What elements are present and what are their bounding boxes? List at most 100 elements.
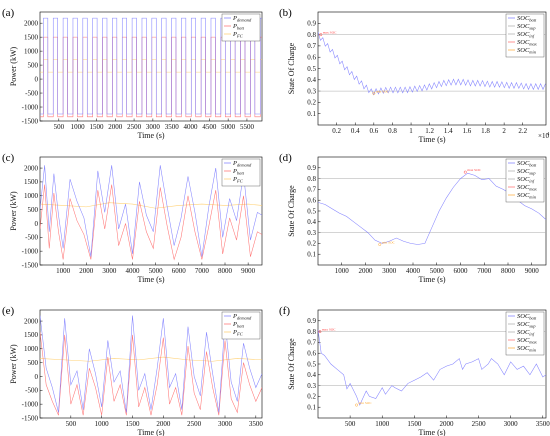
x-tick-label: 2000 [156,420,171,428]
legend-entry: SOCmin [517,345,537,353]
marker-label: min SOC [359,401,373,405]
x-tick-label: 9000 [241,267,256,275]
marker-label: max SOC [323,31,337,35]
legend-entry-base: SOC [517,160,530,167]
y-tick-label: 0.4 [307,76,316,84]
x-tick-label: 2000 [108,123,123,131]
legend-entry-base: P [232,176,237,183]
legend-entry-base: SOC [517,345,530,352]
y-axis-label: Power (kW) [9,47,18,87]
x-tick-label: 2 [502,127,506,135]
legend-entry: Pdemand [232,160,252,168]
legend-entry-sub: batt [529,163,537,168]
legend-entry-sub: batt [237,26,245,31]
x-tick-label: 1.2 [425,127,434,135]
legend-entry-sub: batt [237,324,245,329]
x-axis-label: Time (s) [137,275,164,284]
legend-entry-sub: sup [529,324,536,329]
panel-letter: (e) [2,305,15,317]
x-tick-label: 1000 [95,420,110,428]
legend-entry: SOCbatt [517,160,537,168]
y-tick-label: 0.3 [307,87,316,95]
x-tick-label: 4000 [406,267,421,275]
legend-entry: SOCmin [517,47,537,55]
y-tick-label: 0 [35,75,39,83]
panel-d: (d) 1000 2000 3000 4000 5000 6000 7000 8000 9000 0… [279,152,547,284]
series-line-PFC [40,356,262,362]
legend-entry: SOCsup [517,321,536,329]
y-tick-label: 0.5 [307,360,316,368]
marker-label: max SOC [322,328,336,332]
legend-entry-sub: inf [529,179,535,184]
y-tick-label: 0.9 [307,317,316,325]
y-tick-label: 1000 [24,192,39,200]
x-tick-label: 3500 [536,420,550,428]
legend-entry-sub: FC [236,332,244,337]
series-group: max SOC min SOC [318,328,546,407]
legend-entry-base: P [232,168,237,175]
x-tick-label: 7000 [195,267,210,275]
x-tick-label: 3500 [165,123,180,131]
y-tick-label: 500 [28,206,39,214]
y-tick-label: 1000 [24,47,39,55]
legend-entry: SOCbatt [517,313,537,321]
panel-c: (c)1000 2000 3000 4000 5000 6000 7000 8000 9000-… [2,152,263,284]
x-tick-label: 1 [409,127,413,135]
y-tick-label: 0.2 [307,393,316,401]
legend-entry: SOCbatt [517,15,537,23]
series-line-Pbatt [40,332,262,416]
legend-box [505,158,545,203]
x-tick-label: 8000 [218,267,233,275]
x-tick-label: 1000 [71,123,86,131]
legend-entry: SOCsup [517,23,536,31]
x-tick-label: 4000 [184,123,199,131]
panel-b: (b) 0.2 0.4 0.6 0.8 1 1.2 1.4 1.6 1.8 2 2.2 0.1 0.2 0.… [279,7,550,144]
legend-box [221,158,261,187]
legend-entry-base: P [232,31,237,38]
marker-label: min SOC [382,240,396,244]
legend-entry-sub: batt [529,18,537,23]
legend-entry-base: P [232,15,237,22]
legend-entry-base: SOC [517,168,530,175]
legend-entry-sub: min [529,50,537,55]
y-tick-label: 500 [28,359,39,367]
legend-entry-sub: min [529,195,537,200]
legend-entry: PFC [232,176,244,184]
legend-entry: Pbatt [232,321,245,329]
x-tick-label: 2500 [187,420,202,428]
x-tick-label: 9000 [525,267,540,275]
legend-entry-base: SOC [517,23,530,30]
legend-entry-sub: batt [529,316,537,321]
x-axis-label: Time (s) [137,131,164,140]
x-tick-label: 1500 [89,123,104,131]
x-axis-label: Time (s) [418,428,445,436]
x-tick-label: 3500 [249,420,264,428]
y-tick-label: 0.5 [307,65,316,73]
legend-entry: Pdemand [232,15,252,23]
marker-label: min SOC [376,89,390,93]
legend-entry-sub: inf [529,34,535,39]
series-line-Pdemand [40,17,262,115]
y-tick-label: 0.7 [307,339,316,347]
y-tick-label: 500 [28,61,39,69]
legend-entry-sub: batt [237,171,245,176]
legend-entry-sub: demand [237,163,252,168]
series-line-Pbatt [40,184,262,261]
marker-point [378,243,382,246]
x-tick-label: 4000 [126,267,141,275]
y-tick-label: 0.9 [307,20,316,28]
legend-entry-base: SOC [517,31,530,38]
panel-a: (a)500 1000 1500 2000 2500 3000 3500 4000 4500 50… [2,7,263,140]
legend-entry: Pbatt [232,23,245,31]
x-axis-label: Time (s) [137,428,164,436]
series-line-SOCbatt [318,329,546,406]
legend-box [505,311,545,356]
series-line-SOCbatt [318,31,546,96]
y-axis-label: Power (kW) [9,191,18,231]
legend-entry-base: SOC [517,321,530,328]
x-tick-label: 7000 [477,267,492,275]
y-tick-label: 0.6 [307,350,316,358]
x-tick-label: 1000 [335,267,350,275]
y-tick-label: 0.1 [307,404,316,412]
